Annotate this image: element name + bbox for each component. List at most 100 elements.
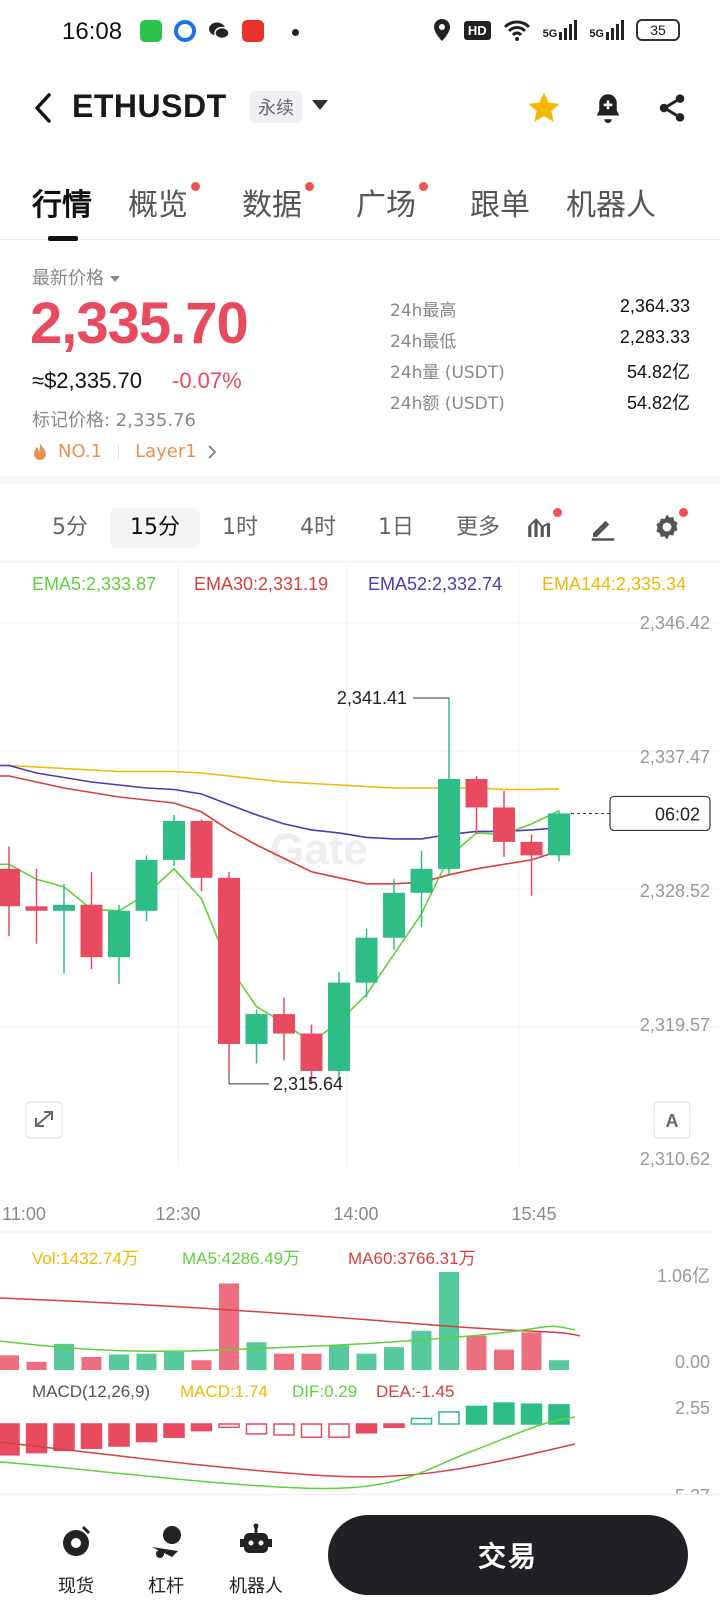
chevron-down-icon[interactable]	[312, 100, 328, 110]
tab-overview[interactable]: 概览	[128, 180, 200, 224]
timeframe-more[interactable]: 更多	[456, 515, 501, 540]
volume-bar	[384, 1347, 404, 1370]
macd-bar	[108, 1423, 130, 1447]
candle-body	[493, 807, 515, 842]
stat-row: 24h最低 2,283.33	[390, 327, 690, 352]
volume-bar	[356, 1353, 377, 1370]
time-axis-label: 11:00	[2, 1204, 46, 1224]
timeframe-5m[interactable]: 5分	[52, 515, 88, 540]
last-price: 2,335.70	[30, 291, 249, 356]
candle-body	[300, 1033, 323, 1071]
macd-bar	[135, 1423, 158, 1443]
tab-data[interactable]: 数据	[242, 180, 314, 224]
chart-canvas[interactable]: Gate 2,341.41 2,315.64 2,346.42 2,337.47 2,32…	[0, 566, 720, 1506]
macd-value-label: MACD:1.74	[180, 1382, 268, 1401]
wifi-icon	[503, 20, 530, 41]
volume-bar	[466, 1335, 487, 1370]
candle-body	[53, 904, 75, 911]
timeframe-4h[interactable]: 4时	[300, 515, 336, 540]
candle-body	[410, 868, 433, 893]
bell-plus-icon[interactable]	[588, 88, 628, 128]
star-icon[interactable]	[524, 88, 564, 128]
candle-body	[80, 904, 103, 958]
ema-legend: EMA5:2,333.87 EMA30:2,331.19 EMA52:2,332…	[0, 574, 720, 604]
volume-bar	[219, 1283, 239, 1370]
dif-line	[0, 1416, 576, 1490]
nav-spot[interactable]: 现货	[36, 1521, 116, 1598]
volume-bar	[301, 1353, 322, 1370]
candle-body	[163, 820, 185, 860]
bottom-nav: 现货 杠杆 机器人 交易	[0, 1494, 720, 1612]
volume-ma5-label: MA5:4286.49万	[182, 1249, 300, 1268]
back-icon[interactable]	[32, 92, 54, 130]
latest-price-selector[interactable]: 最新价格	[32, 264, 120, 290]
macd-bar	[80, 1423, 103, 1449]
time-axis-label: 15:45	[511, 1204, 556, 1224]
ranking-row[interactable]: NO.1 Layer1	[32, 441, 217, 462]
nav-bot[interactable]: 机器人	[216, 1521, 296, 1598]
macd-title: MACD(12,26,9)	[32, 1382, 150, 1401]
change-percent: -0.07%	[172, 368, 242, 393]
usd-price: ≈$2,335.70	[32, 368, 142, 393]
volume-ma60-label: MA60:3766.31万	[348, 1249, 476, 1268]
macd-bar	[410, 1417, 433, 1425]
notification-dot	[191, 182, 200, 191]
price-axis-label: 2,346.42	[640, 613, 710, 633]
tab-square[interactable]: 广场	[356, 180, 428, 224]
macd-bar	[25, 1423, 48, 1454]
watermark-logo: Gate	[270, 825, 368, 874]
volume-bar	[136, 1353, 157, 1370]
ema5-line	[0, 810, 560, 1044]
active-tab-indicator	[48, 236, 78, 241]
macd-axis-top: 2.55	[675, 1398, 710, 1418]
volume-ma60-line	[0, 1297, 581, 1337]
stat-row: 24h额 (USDT) 54.82亿	[390, 393, 690, 414]
ema52-label: EMA52:2,332.74	[368, 574, 503, 594]
timeframe-15m[interactable]: 15分	[110, 508, 200, 548]
price-summary: 最新价格 2,335.70 ≈$2,335.70 -0.07% 标记价格: 2,…	[0, 242, 720, 484]
rank-label: NO.1	[58, 441, 103, 462]
price-axis-label: 2,337.47	[640, 747, 710, 767]
tab-copy-trading[interactable]: 跟单	[470, 188, 530, 223]
candle-body	[108, 910, 130, 958]
app-notification-icon	[174, 20, 196, 42]
contract-type-badge[interactable]: 永续	[250, 91, 302, 123]
notification-dot	[419, 182, 428, 191]
ema144-line	[0, 764, 560, 791]
gear-icon[interactable]	[652, 508, 688, 544]
leverage-icon	[152, 1526, 181, 1558]
trade-button[interactable]: 交易	[328, 1515, 688, 1595]
signal-5g-icon: 5G	[589, 20, 624, 40]
price-axis-label: 2,319.57	[640, 1015, 710, 1035]
indicators-icon[interactable]	[526, 508, 562, 544]
stat-row: 24h最高 2,364.33	[390, 296, 690, 321]
tab-bot[interactable]: 机器人	[566, 188, 656, 223]
macd-bar	[355, 1423, 378, 1434]
nav-margin[interactable]: 杠杆	[126, 1521, 206, 1598]
share-icon[interactable]	[652, 88, 692, 128]
notification-dot	[305, 182, 314, 191]
fire-icon	[34, 442, 46, 460]
tab-market[interactable]: 行情	[32, 188, 92, 223]
auto-scale-button[interactable]	[653, 1101, 691, 1139]
volume-bar	[109, 1354, 129, 1370]
macd-axis-bottom: -5.27	[669, 1486, 710, 1494]
volume-bar	[246, 1342, 267, 1370]
macd-bar	[218, 1423, 240, 1429]
timeframe-1h[interactable]: 1时	[222, 515, 258, 540]
pair-symbol[interactable]: ETHUSDT	[72, 88, 227, 124]
draw-tool-icon[interactable]	[588, 512, 620, 544]
header: ETHUSDT 永续	[0, 74, 720, 144]
ema52-line	[0, 764, 560, 840]
status-bar: 16:08 HD 5G 5G 35	[0, 0, 720, 66]
candle-body	[355, 937, 378, 983]
candlestick-chart[interactable]: Gate 2,341.41 2,315.64 2,346.42 2,337.47 2,32…	[0, 566, 720, 1506]
candle-body	[25, 906, 48, 911]
battery-icon: 35	[636, 19, 680, 41]
volume-bar	[164, 1352, 184, 1370]
dea-label: DEA:-1.45	[376, 1382, 454, 1401]
status-icons: HD 5G 5G 35	[432, 18, 680, 42]
volume-bar	[521, 1332, 542, 1370]
volume-bar	[81, 1356, 102, 1370]
timeframe-1d[interactable]: 1日	[378, 515, 414, 540]
